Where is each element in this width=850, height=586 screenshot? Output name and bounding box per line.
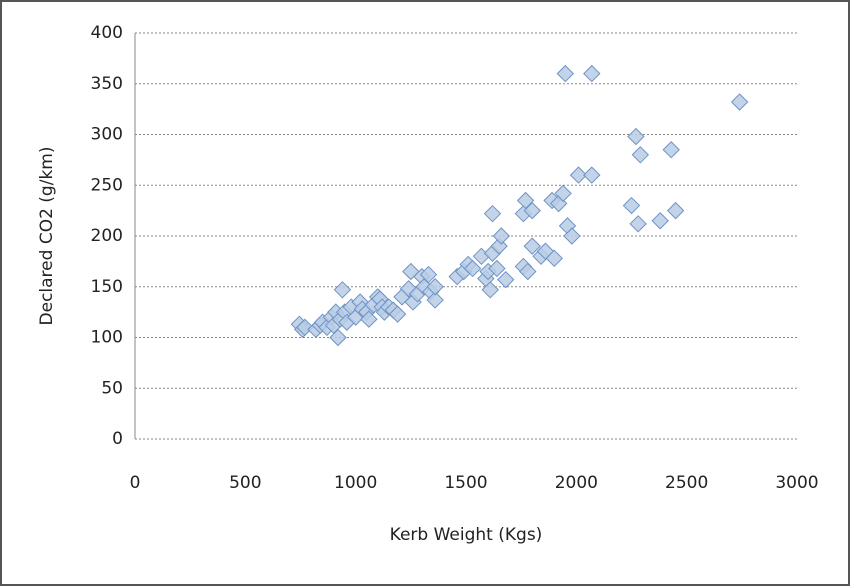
point — [651, 212, 669, 230]
y-tick-label: 300 — [91, 125, 123, 145]
y-tick-label: 150 — [91, 277, 123, 297]
point — [730, 93, 749, 111]
point — [629, 215, 647, 233]
point — [419, 265, 438, 284]
point — [516, 191, 535, 210]
point — [483, 204, 502, 223]
point — [463, 259, 482, 278]
point — [523, 237, 541, 255]
point — [296, 318, 314, 337]
x-tick-label: 500 — [229, 473, 261, 493]
point — [563, 227, 581, 245]
point — [583, 166, 601, 184]
point — [329, 328, 347, 347]
y-axis-title: Declared CO2 (g/km) — [37, 147, 57, 326]
point — [497, 270, 515, 289]
point — [488, 259, 506, 278]
x-tick-label: 0 — [130, 473, 141, 493]
point — [360, 310, 378, 328]
point — [631, 146, 650, 164]
point — [481, 281, 499, 299]
point — [426, 291, 444, 309]
point — [388, 305, 407, 323]
x-tick-label: 1500 — [444, 473, 487, 493]
point — [662, 141, 680, 159]
point — [627, 127, 645, 146]
y-tick-label: 250 — [91, 175, 123, 195]
point — [426, 278, 444, 296]
x-tick-label: 2000 — [555, 473, 598, 493]
point — [583, 64, 601, 83]
x-tick-label: 3000 — [775, 473, 818, 493]
point — [492, 227, 511, 245]
y-tick-label: 0 — [112, 429, 123, 449]
y-tick-label: 400 — [91, 23, 123, 43]
y-tick-label: 350 — [91, 74, 123, 94]
x-tick-label: 2500 — [665, 473, 708, 493]
point — [554, 184, 572, 203]
y-tick-label: 200 — [91, 226, 123, 246]
point — [569, 166, 588, 184]
point — [545, 249, 563, 268]
point — [666, 201, 685, 220]
point — [333, 281, 352, 299]
point — [519, 262, 537, 281]
point — [523, 201, 541, 220]
point — [622, 196, 641, 215]
x-tick-label: 1000 — [334, 473, 377, 493]
point — [556, 64, 575, 83]
x-axis-title: Kerb Weight (Kgs) — [390, 525, 543, 545]
y-tick-label: 100 — [91, 328, 123, 348]
y-tick-label: 50 — [101, 378, 123, 398]
